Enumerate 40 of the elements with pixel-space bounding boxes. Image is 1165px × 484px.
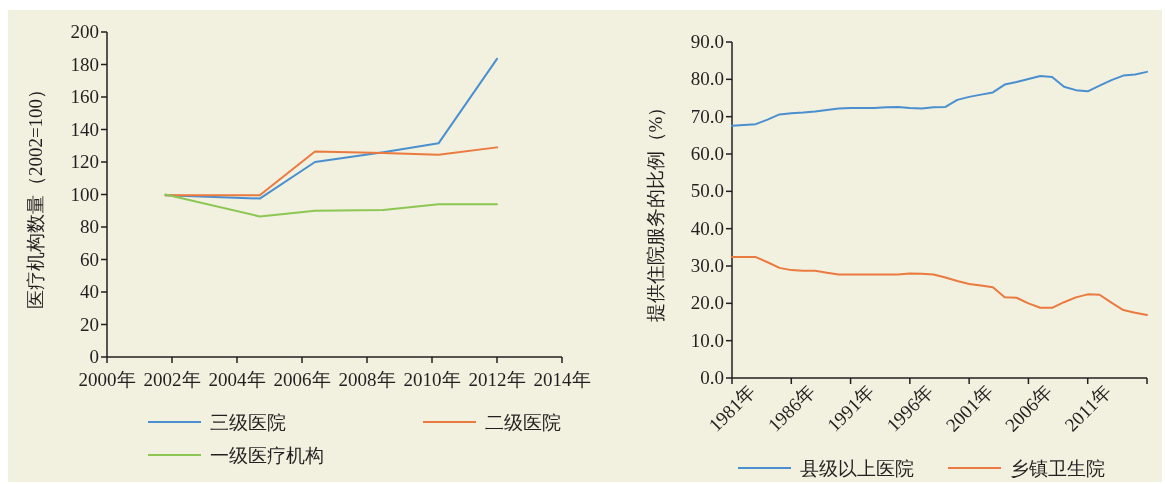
legend-label: 乡镇卫生院 [1010,458,1105,479]
y-tick-label: 140 [70,118,99,140]
x-tick-label: 2011年 [1060,380,1116,436]
x-tick-label: 2004年 [208,369,266,390]
y-tick-label: 20.0 [690,292,724,314]
y-tick-label: 60.0 [690,143,724,164]
y-tick-label: 0 [89,346,99,367]
x-tick-label: 2014年 [533,369,591,390]
y-tick-label: 80.0 [690,68,724,90]
line-series [164,193,498,218]
y-tick-label: 10.0 [690,329,724,351]
y-axis-title: 提供住院服务的比例（%） [645,97,666,323]
y-tick-label: 20 [80,313,99,335]
y-tick-label: 180 [70,53,99,75]
legend-label: 县级以上医院 [800,458,914,479]
y-tick-label: 100 [70,183,99,205]
y-tick-label: 30.0 [690,255,724,276]
line-series [731,256,1148,316]
line-series [731,70,1148,127]
legend-label: 一级医疗机构 [210,445,324,466]
y-tick-label: 90.0 [690,31,724,52]
y-tick-label: 40 [80,281,99,302]
x-tick-label: 2006年 [273,369,331,390]
legend-label: 二级医院 [485,412,561,433]
y-tick-label: 60 [80,248,99,270]
y-tick-label: 80 [80,216,99,237]
y-tick-label: 120 [70,151,99,172]
y-tick-label: 160 [70,86,99,107]
y-tick-label: 40.0 [690,217,724,239]
y-tick-label: 70.0 [690,105,724,127]
y-tick-label: 0.0 [700,367,724,388]
x-tick-label: 2000年 [78,369,136,390]
x-tick-label: 2008年 [338,369,396,390]
x-tick-label: 2010年 [403,369,461,390]
legend-label: 三级医院 [210,412,286,433]
y-tick-label: 50.0 [690,180,724,202]
y-axis-title: 医疗机构数量（2002=100） [25,79,46,310]
y-tick-label: 200 [70,21,99,42]
x-tick-label: 2012年 [468,369,526,390]
x-tick-label: 2002年 [143,369,201,390]
